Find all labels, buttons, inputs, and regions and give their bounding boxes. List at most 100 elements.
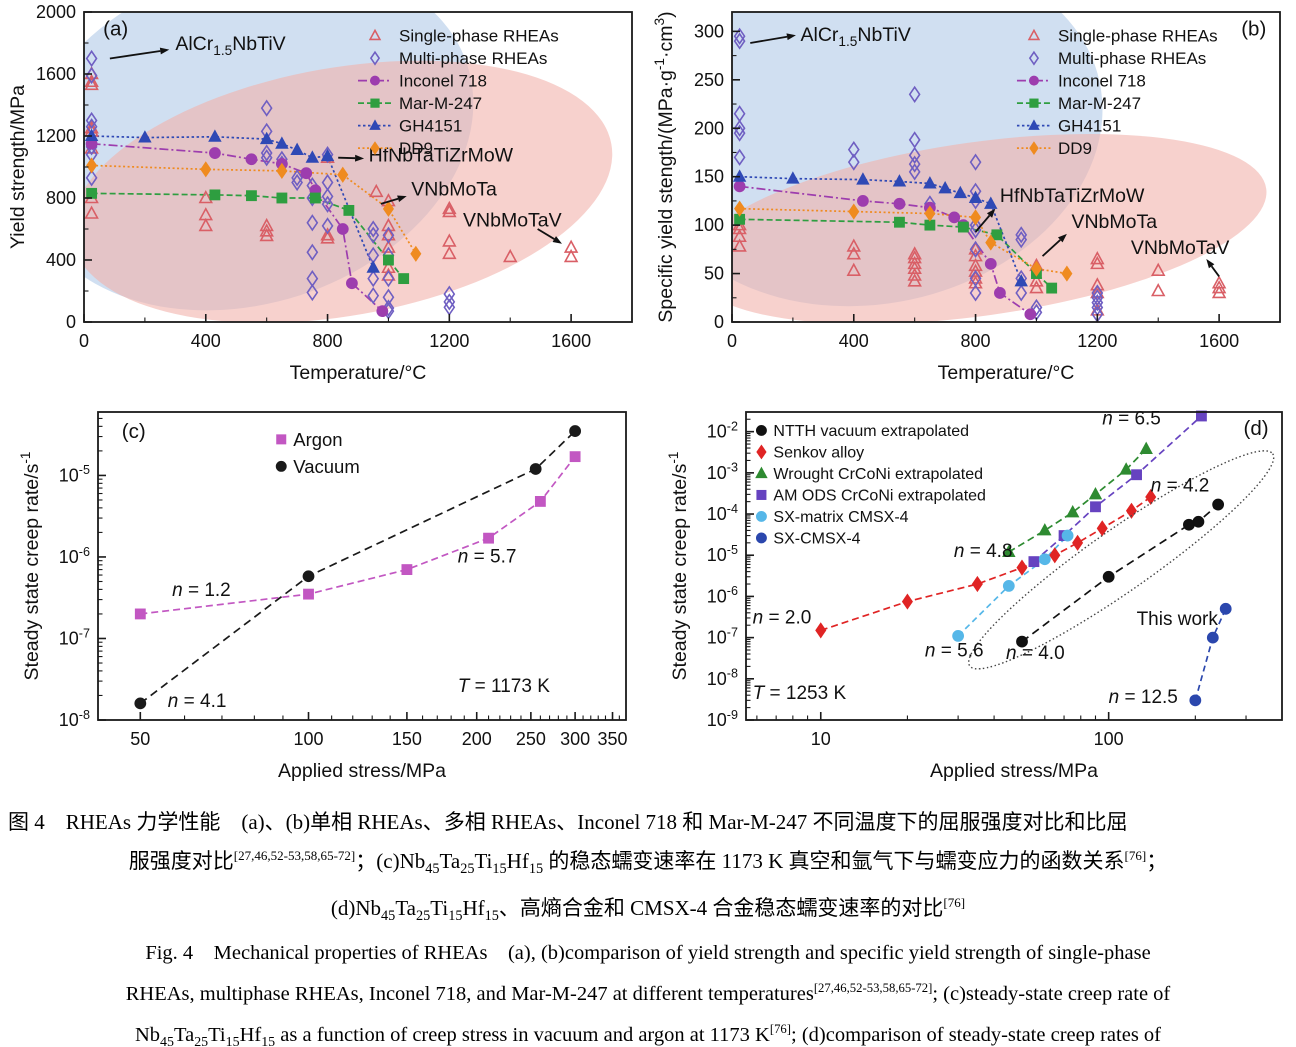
caption-zh-line-2: 服强度对比[27,46,52-53,58,65-72]；(c)Nb45Ta25T… [128,848,1168,878]
panel-b-chart: 0 400 800 1200 1600 0 50 100 150 200 250 300 Tempera… [652,11,1281,384]
svg-text:SX-matrix CMSX-4: SX-matrix CMSX-4 [773,509,908,526]
svg-text:150: 150 [694,167,724,187]
svg-text:Wrought CrCoNi extrapolated: Wrought CrCoNi extrapolated [773,466,983,483]
svg-text:1200: 1200 [36,126,76,146]
svg-text:10-7: 10-7 [707,625,738,647]
svg-text:(c): (c) [122,420,146,443]
svg-text:800: 800 [313,331,343,351]
svg-text:10-5: 10-5 [59,463,90,485]
svg-text:1200: 1200 [429,331,469,351]
svg-text:10-6: 10-6 [707,584,738,606]
caption-en: Fig. 4 Mechanical properties of RHEAs (a… [0,936,1296,1047]
svg-text:1600: 1600 [36,64,76,84]
svg-text:Vacuum: Vacuum [293,456,360,477]
svg-text:T = 1173 K: T = 1173 K [458,676,550,697]
svg-text:200: 200 [694,118,724,138]
svg-text:0: 0 [66,312,76,332]
svg-text:200: 200 [462,729,492,749]
svg-text:NTTH vacuum extrapolated: NTTH vacuum extrapolated [773,423,969,440]
svg-text:0: 0 [727,331,737,351]
svg-text:50: 50 [130,729,150,749]
svg-text:0: 0 [79,331,89,351]
svg-text:AM ODS CrCoNi extrapolated: AM ODS CrCoNi extrapolated [773,488,986,505]
svg-text:n = 6.5: n = 6.5 [1102,408,1161,429]
svg-text:Temperature/°C: Temperature/°C [290,362,427,384]
svg-text:Argon: Argon [293,429,342,450]
svg-text:400: 400 [46,250,76,270]
svg-text:250: 250 [516,729,546,749]
svg-text:Applied stress/MPa: Applied stress/MPa [930,760,1098,782]
svg-text:Temperature/°C: Temperature/°C [938,362,1075,384]
caption-zh-line-3: (d)Nb45Ta25Ti15Hf15、高熵合金和 CMSX-4 合金稳态蠕变速… [330,895,966,925]
svg-text:Inconel 718: Inconel 718 [399,72,487,91]
svg-text:1600: 1600 [551,331,591,351]
svg-text:VNbMoTa: VNbMoTa [1071,211,1157,233]
panel-a-chart: 0 400 800 1200 1600 0 400 800 1200 1600 2000 Temper… [7,2,633,384]
svg-text:Steady state creep rate/s-1: Steady state creep rate/s-1 [666,452,691,681]
svg-text:Mar-M-247: Mar-M-247 [1058,94,1141,113]
svg-text:100: 100 [694,215,724,235]
svg-text:n = 1.2: n = 1.2 [172,580,231,601]
svg-text:GH4151: GH4151 [399,117,462,136]
svg-text:Multi-phase RHEAs: Multi-phase RHEAs [399,49,547,68]
svg-text:10: 10 [811,729,831,749]
panel-d: 10 100 10-9 10-8 10-7 10-6 10-5 10-4 10-3 10-2 App… [648,400,1296,800]
svg-text:10-8: 10-8 [707,667,738,689]
svg-text:400: 400 [839,331,869,351]
panel-c-chart: 50 100 150 200 250 300 350 10-8 10-7 10-6 10-5 Appl… [18,411,628,782]
panel-a: 0 400 800 1200 1600 0 400 800 1200 1600 2000 Temper… [0,0,648,400]
svg-text:100: 100 [293,729,323,749]
svg-text:1200: 1200 [1077,331,1117,351]
svg-text:(d): (d) [1244,417,1269,440]
svg-text:800: 800 [46,188,76,208]
svg-text:Yield strength/MPa: Yield strength/MPa [7,85,29,249]
svg-text:VNbMoTaV: VNbMoTaV [1131,237,1230,259]
svg-text:n = 12.5: n = 12.5 [1109,687,1178,708]
svg-text:350: 350 [597,729,627,749]
svg-text:Multi-phase RHEAs: Multi-phase RHEAs [1058,49,1206,68]
svg-text:Mar-M-247: Mar-M-247 [399,94,482,113]
svg-text:150: 150 [392,729,422,749]
svg-text:250: 250 [694,70,724,90]
svg-text:2000: 2000 [36,2,76,22]
svg-text:n = 4.1: n = 4.1 [168,691,227,712]
svg-text:This work: This work [1137,609,1219,630]
svg-text:(a): (a) [103,17,128,40]
svg-text:SX-CMSX-4: SX-CMSX-4 [773,531,860,548]
svg-text:10-4: 10-4 [707,502,738,524]
svg-text:10-7: 10-7 [59,626,90,648]
svg-text:10-8: 10-8 [59,708,90,730]
svg-text:10-6: 10-6 [59,545,90,567]
caption-en-line-2: RHEAs, multiphase RHEAs, Inconel 718, an… [125,981,1171,1006]
svg-text:50: 50 [704,264,724,284]
panel-d-chart: 10 100 10-9 10-8 10-7 10-6 10-5 10-4 10-3 10-2 App… [666,408,1283,782]
svg-text:Specific yield stength/(MPa·g-: Specific yield stength/(MPa·g-1·cm3) [652,11,677,322]
caption-zh-line-1: 图 4 RHEAs 力学性能 (a)、(b)单相 RHEAs、多相 RHEAs、… [8,810,1128,834]
svg-text:300: 300 [694,21,724,41]
caption-zh: 图 4 RHEAs 力学性能 (a)、(b)单相 RHEAs、多相 RHEAs、… [0,805,1296,933]
caption-en-line-3: Nb45Ta25Ti15Hf15 as a function of creep … [134,1022,1161,1047]
svg-text:300: 300 [560,729,590,749]
svg-text:(b): (b) [1241,17,1266,40]
panel-b: 0 400 800 1200 1600 0 50 100 150 200 250 300 Tempera… [648,0,1296,400]
svg-text:800: 800 [961,331,991,351]
caption-en-line-1: Fig. 4 Mechanical properties of RHEAs (a… [145,942,1151,965]
panel-c: 50 100 150 200 250 300 350 10-8 10-7 10-6 10-5 Appl… [0,400,648,800]
svg-text:VNbMoTa: VNbMoTa [411,179,497,201]
svg-text:n = 5.7: n = 5.7 [458,547,517,568]
svg-text:VNbMoTaV: VNbMoTaV [463,210,562,232]
svg-text:Applied stress/MPa: Applied stress/MPa [278,760,446,782]
svg-text:T = 1253 K: T = 1253 K [753,683,847,704]
figure-panels: 0 400 800 1200 1600 0 400 800 1200 1600 2000 Temper… [0,0,1296,800]
svg-text:n = 4.0: n = 4.0 [1006,643,1065,664]
svg-text:AlCr1.5NbTiV: AlCr1.5NbTiV [801,24,911,49]
svg-text:0: 0 [714,312,724,332]
svg-text:n = 4.2: n = 4.2 [1151,476,1210,497]
svg-text:10-9: 10-9 [707,708,738,730]
svg-text:GH4151: GH4151 [1058,117,1121,136]
svg-text:HfNbTaTiZrMoW: HfNbTaTiZrMoW [369,145,514,167]
svg-text:n = 2.0: n = 2.0 [753,608,812,629]
svg-text:10-2: 10-2 [707,419,738,441]
svg-text:100: 100 [1094,729,1124,749]
